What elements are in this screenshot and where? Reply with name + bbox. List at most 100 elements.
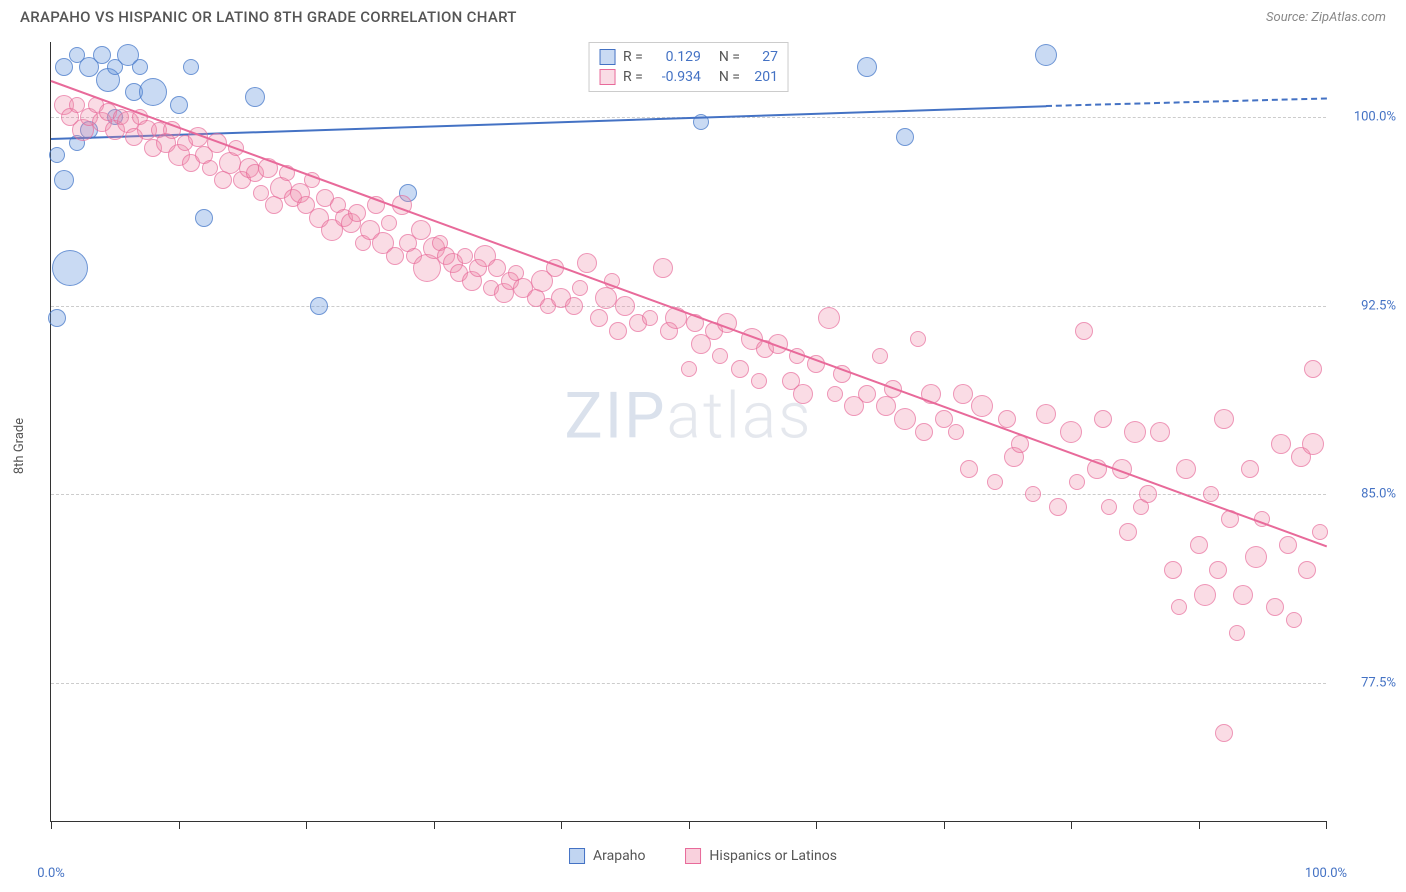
data-point: [793, 384, 813, 404]
data-point: [132, 59, 148, 75]
data-point: [1150, 422, 1170, 442]
data-point: [1101, 499, 1117, 515]
legend-item: Arapaho: [569, 848, 645, 864]
data-point: [858, 385, 876, 403]
data-point: [183, 59, 199, 75]
data-point: [751, 373, 767, 389]
x-tick: [944, 821, 945, 829]
data-point: [595, 287, 617, 309]
data-point: [998, 410, 1016, 428]
data-point: [1194, 584, 1216, 606]
data-point: [1209, 561, 1227, 579]
data-point: [615, 296, 635, 316]
data-point: [1139, 485, 1157, 503]
x-tick-label: 100.0%: [1305, 866, 1347, 881]
x-tick: [1199, 821, 1200, 829]
gridline: [51, 683, 1326, 684]
data-point: [681, 361, 697, 377]
data-point: [49, 147, 65, 163]
data-point: [48, 309, 66, 327]
data-point: [54, 170, 74, 190]
data-point: [1119, 523, 1137, 541]
data-point: [1069, 474, 1085, 490]
data-point: [195, 209, 213, 227]
data-point: [827, 386, 843, 402]
x-tick-label: 0.0%: [37, 866, 65, 881]
source-attribution: Source: ZipAtlas.com: [1266, 10, 1386, 25]
data-point: [915, 423, 933, 441]
trend-line: [1046, 97, 1327, 107]
gridline: [51, 306, 1326, 307]
data-point: [987, 474, 1003, 490]
r-value: -0.934: [651, 69, 701, 85]
data-point: [572, 280, 588, 296]
chart-plot-area: ZIPatlas R =0.129N =27R =-0.934N =201 77…: [50, 42, 1326, 822]
legend-label: Hispanics or Latinos: [709, 848, 837, 864]
data-point: [1025, 486, 1041, 502]
data-point: [1298, 561, 1316, 579]
data-point: [1241, 460, 1259, 478]
x-tick: [179, 821, 180, 829]
data-point: [1279, 536, 1297, 554]
data-point: [960, 460, 978, 478]
gridline: [51, 494, 1326, 495]
x-tick: [1071, 821, 1072, 829]
data-point: [1245, 546, 1267, 568]
data-point: [971, 395, 993, 417]
n-value: 201: [748, 69, 778, 85]
data-point: [1094, 410, 1112, 428]
data-point: [1049, 498, 1067, 516]
legend-swatch: [599, 49, 615, 65]
legend-swatch: [685, 848, 701, 864]
r-label: R =: [623, 69, 643, 85]
x-tick: [51, 821, 52, 829]
data-point: [712, 348, 728, 364]
data-point: [1233, 585, 1253, 605]
data-point: [731, 360, 749, 378]
legend-swatch: [599, 69, 615, 85]
data-point: [1312, 524, 1328, 540]
x-tick: [1326, 821, 1327, 829]
data-point: [381, 215, 397, 231]
data-point: [1075, 322, 1093, 340]
legend-swatch: [569, 848, 585, 864]
data-point: [1286, 612, 1302, 628]
data-point: [818, 307, 840, 329]
n-label: N =: [719, 49, 740, 65]
data-point: [910, 331, 926, 347]
data-point: [1190, 536, 1208, 554]
data-point: [1203, 486, 1219, 502]
data-point: [857, 57, 877, 77]
data-point: [872, 348, 888, 364]
data-point: [577, 253, 597, 273]
data-point: [1214, 409, 1234, 429]
series-legend: Arapaho Hispanics or Latinos: [569, 848, 837, 864]
data-point: [642, 310, 658, 326]
data-point: [245, 87, 265, 107]
data-point: [1266, 598, 1284, 616]
data-point: [1271, 434, 1291, 454]
correlation-legend: R =0.129N =27R =-0.934N =201: [588, 42, 789, 92]
x-tick: [816, 821, 817, 829]
data-point: [348, 204, 366, 222]
data-point: [1302, 433, 1324, 455]
data-point: [1229, 625, 1245, 641]
data-point: [565, 297, 583, 315]
y-tick-label: 92.5%: [1336, 298, 1396, 313]
data-point: [139, 78, 167, 106]
data-point: [1176, 459, 1196, 479]
legend-item: Hispanics or Latinos: [685, 848, 837, 864]
chart-title: ARAPAHO VS HISPANIC OR LATINO 8TH GRADE …: [20, 8, 517, 26]
trend-line: [51, 80, 1328, 547]
legend-row: R =-0.934N =201: [599, 67, 778, 87]
data-point: [590, 309, 608, 327]
n-value: 27: [748, 49, 778, 65]
data-point: [609, 322, 627, 340]
data-point: [52, 250, 88, 286]
y-tick-label: 85.0%: [1336, 487, 1396, 502]
data-point: [310, 297, 328, 315]
legend-label: Arapaho: [593, 848, 645, 864]
data-point: [214, 171, 232, 189]
data-point: [1036, 404, 1056, 424]
data-point: [876, 396, 896, 416]
